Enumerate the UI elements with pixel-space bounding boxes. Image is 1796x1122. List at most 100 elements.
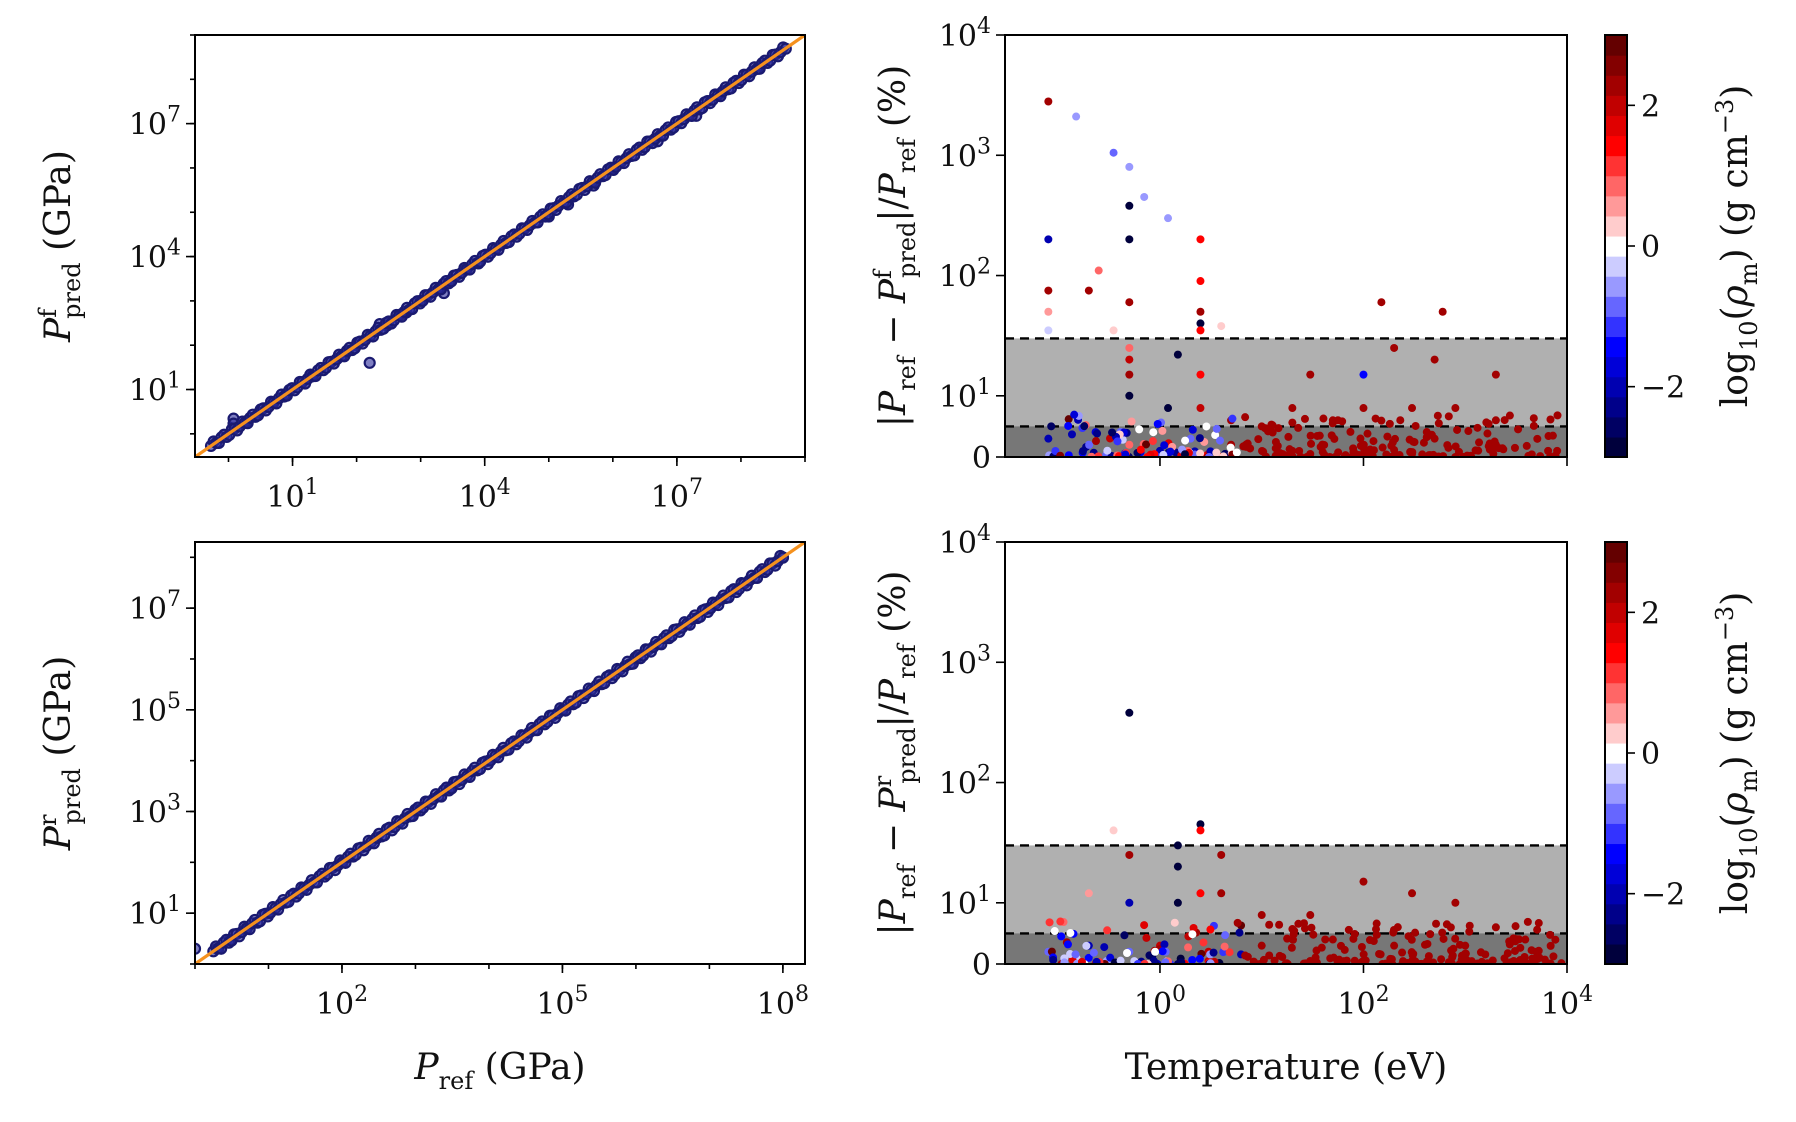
bottom-right-data-point bbox=[1225, 948, 1234, 957]
top-right-y-tick-label-exponent: 4 bbox=[977, 14, 991, 39]
top-right-data-point bbox=[1085, 440, 1094, 449]
top-right-data-point bbox=[1103, 446, 1112, 455]
top-right-data-point bbox=[1430, 355, 1439, 364]
top-right-ylabel: |Pref − Pfpred|/Pref (%) bbox=[869, 65, 921, 427]
top-left-x-tick-label-mantissa: 10 bbox=[459, 480, 497, 515]
bottom-left-y-tick-label-mantissa: 10 bbox=[129, 897, 167, 932]
top-right-data-point bbox=[1084, 286, 1093, 295]
bottom-right-colorbar-segment bbox=[1605, 622, 1627, 644]
bottom-right-x-tick-label-exponent: 4 bbox=[1579, 982, 1593, 1007]
top-left-y-tick-label: 101 bbox=[129, 369, 181, 409]
bottom-right-data-point bbox=[1451, 898, 1460, 907]
bottom-right-data-point bbox=[1116, 956, 1125, 964]
top-right-data-point bbox=[1464, 427, 1473, 436]
bottom-right-data-point bbox=[1125, 898, 1134, 907]
bottom-right-data-point bbox=[1350, 930, 1359, 939]
top-right-data-point bbox=[1395, 451, 1404, 457]
top-right-colorbar-segment bbox=[1605, 256, 1627, 277]
bottom-right-data-point bbox=[1389, 928, 1398, 937]
top-right-data-point bbox=[1160, 441, 1169, 450]
bottom-right-data-point bbox=[1151, 947, 1160, 956]
bottom-right-data-point bbox=[1328, 935, 1337, 944]
bottom-right-y-tick-label-mantissa: 10 bbox=[939, 767, 977, 802]
top-right-data-point bbox=[1385, 419, 1394, 428]
bottom-right-x-tick-label-mantissa: 10 bbox=[1541, 987, 1579, 1022]
bottom-right-data-point bbox=[1125, 708, 1134, 717]
top-right-data-point bbox=[1164, 404, 1173, 413]
bottom-right-data-point bbox=[1507, 958, 1516, 964]
top-left-y-tick-label-mantissa: 10 bbox=[129, 108, 167, 143]
top-right-data-point bbox=[1418, 450, 1427, 457]
bottom-right-data-point bbox=[1189, 923, 1198, 932]
top-right-y-tick-label: 104 bbox=[939, 14, 991, 54]
bottom-left-marks bbox=[195, 542, 805, 964]
top-right-data-point bbox=[1347, 452, 1356, 457]
bottom-left-x-tick-label-mantissa: 10 bbox=[316, 987, 354, 1022]
top-right-data-point bbox=[1196, 370, 1205, 379]
top-right-data-point bbox=[1346, 427, 1355, 436]
top-right-data-point bbox=[1296, 452, 1305, 457]
bottom-right-data-point bbox=[1442, 920, 1451, 929]
bottom-right-colorbar-segment bbox=[1605, 943, 1627, 965]
bottom-right-data-point bbox=[1390, 941, 1399, 950]
top-right-data-point bbox=[1114, 452, 1123, 457]
bottom-right-data-point bbox=[1306, 911, 1315, 920]
bottom-right-data-point bbox=[1109, 826, 1118, 835]
top-right-data-point bbox=[1044, 307, 1053, 316]
bottom-right-data-point bbox=[1287, 943, 1296, 952]
top-right-data-point bbox=[1142, 440, 1151, 449]
bottom-right-data-point bbox=[1516, 943, 1525, 952]
bottom-right-data-point bbox=[1411, 957, 1420, 964]
bottom-right-y-tick-label-exponent: 2 bbox=[977, 762, 991, 787]
bottom-right-data-point bbox=[1546, 941, 1555, 950]
top-right-data-point bbox=[1438, 307, 1447, 316]
top-right-data-point bbox=[1196, 307, 1205, 316]
top-right-data-point bbox=[1491, 416, 1500, 425]
bottom-right-data-point bbox=[1534, 946, 1543, 955]
bottom-right-data-point bbox=[1077, 957, 1086, 964]
top-right-colorbar-segment bbox=[1605, 356, 1627, 378]
bottom-right-colorbar-segment bbox=[1605, 823, 1627, 845]
bottom-right-x-tick-label-exponent: 2 bbox=[1376, 982, 1390, 1007]
bottom-right-data-point bbox=[1483, 959, 1492, 964]
top-right-colorbar-segment bbox=[1605, 75, 1627, 96]
top-right-colorbar-segment bbox=[1605, 55, 1627, 76]
bottom-right-x-tick-label: 102 bbox=[1337, 982, 1389, 1022]
top-right-data-point bbox=[1044, 97, 1053, 106]
bottom-right-data-point bbox=[1257, 941, 1266, 950]
top-right-marks bbox=[1044, 97, 1562, 457]
top-right-data-point bbox=[1408, 448, 1417, 457]
top-right-data-point bbox=[1109, 326, 1118, 335]
bottom-right-data-point bbox=[1437, 955, 1446, 964]
bottom-right-data-point bbox=[1525, 959, 1534, 964]
top-right-data-point bbox=[1067, 430, 1076, 439]
bottom-right-data-point bbox=[1050, 927, 1059, 936]
top-right-data-point bbox=[1288, 404, 1297, 413]
bottom-right-data-point bbox=[1233, 918, 1242, 927]
bottom-right-colorbar-segment bbox=[1605, 602, 1627, 623]
top-left-y-tick-label-exponent: 1 bbox=[167, 369, 181, 394]
top-left-frame bbox=[194, 34, 806, 458]
top-right-data-point bbox=[1205, 452, 1214, 457]
bottom-right-data-point bbox=[1326, 954, 1335, 963]
bottom-right-data-point bbox=[1173, 862, 1182, 871]
bottom-right-data-point bbox=[1158, 947, 1167, 956]
top-right-data-point bbox=[1475, 438, 1484, 447]
top-right-data-point bbox=[1473, 423, 1482, 432]
bottom-right-data-point bbox=[1049, 955, 1058, 964]
top-right-data-point bbox=[1125, 162, 1134, 171]
bottom-right-colorbar: −2 0 2 log10(ρm) (g cm−3) bbox=[1604, 541, 1763, 965]
top-right-data-point bbox=[1271, 437, 1280, 446]
top-right-data-point bbox=[1274, 424, 1283, 433]
bottom-left-data-point bbox=[195, 942, 202, 955]
top-right-data-point bbox=[1217, 322, 1226, 331]
top-right-data-point bbox=[1271, 451, 1280, 457]
bottom-right-data-point bbox=[1161, 958, 1170, 964]
top-right-data-point bbox=[1522, 441, 1531, 450]
top-right-y-tick-label-mantissa: 10 bbox=[939, 380, 977, 415]
top-right-data-point bbox=[1173, 350, 1182, 359]
bottom-right-data-point bbox=[1312, 946, 1321, 955]
top-right-data-point bbox=[1087, 452, 1096, 457]
top-left-y-tick-label-exponent: 4 bbox=[167, 236, 181, 261]
top-right-data-point bbox=[1451, 404, 1460, 413]
